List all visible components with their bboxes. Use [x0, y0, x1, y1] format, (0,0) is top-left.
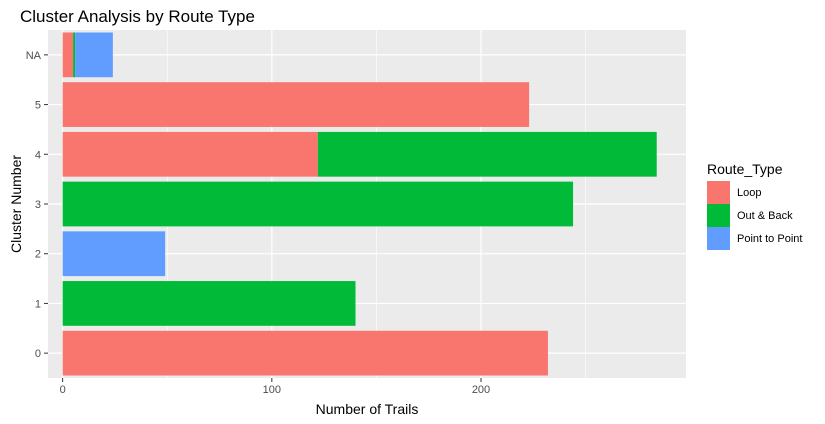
bar-out-back-cluster-na: [73, 32, 76, 78]
y-axis-ticks: 0 1 2 3 4 5 NA: [26, 50, 48, 360]
bar-loop-cluster-0: [62, 330, 548, 376]
bars: [62, 32, 657, 376]
y-axis-title: Cluster Number: [8, 155, 24, 253]
y-tick-label: 2: [35, 249, 41, 261]
chart-title: Cluster Analysis by Route Type: [20, 7, 255, 26]
y-tick-label: 4: [35, 149, 41, 161]
bar-point-to-point-cluster-2: [62, 231, 166, 277]
legend: Route_Type Loop Out & Back Point to Point: [707, 161, 802, 250]
x-tick-label: 100: [263, 384, 281, 396]
x-tick-label: 0: [60, 384, 66, 396]
legend-key-point-to-point: [707, 227, 730, 250]
legend-label: Point to Point: [737, 233, 802, 245]
y-tick-label: 5: [35, 100, 41, 112]
y-tick-label: 3: [35, 199, 41, 211]
legend-label: Loop: [737, 187, 761, 199]
y-tick-label: 1: [35, 298, 41, 310]
x-axis-title: Number of Trails: [316, 401, 419, 417]
legend-label: Out & Back: [737, 210, 793, 222]
legend-key-loop: [707, 181, 730, 204]
bar-loop-cluster-4: [62, 131, 318, 177]
bar-out-back-cluster-4: [317, 131, 657, 177]
bar-loop-cluster-na: [62, 32, 74, 78]
x-tick-label: 200: [472, 384, 490, 396]
y-tick-label: NA: [26, 50, 42, 62]
bar-point-to-point-cluster-na: [75, 32, 113, 78]
y-tick-label: 0: [35, 348, 41, 360]
legend-title: Route_Type: [707, 161, 783, 177]
x-axis-ticks: 0 100 200: [60, 378, 490, 396]
bar-loop-cluster-5: [62, 82, 530, 127]
bar-out-back-cluster-1: [62, 281, 356, 326]
legend-key-out-back: [707, 204, 730, 227]
bar-out-back-cluster-3: [62, 181, 574, 227]
